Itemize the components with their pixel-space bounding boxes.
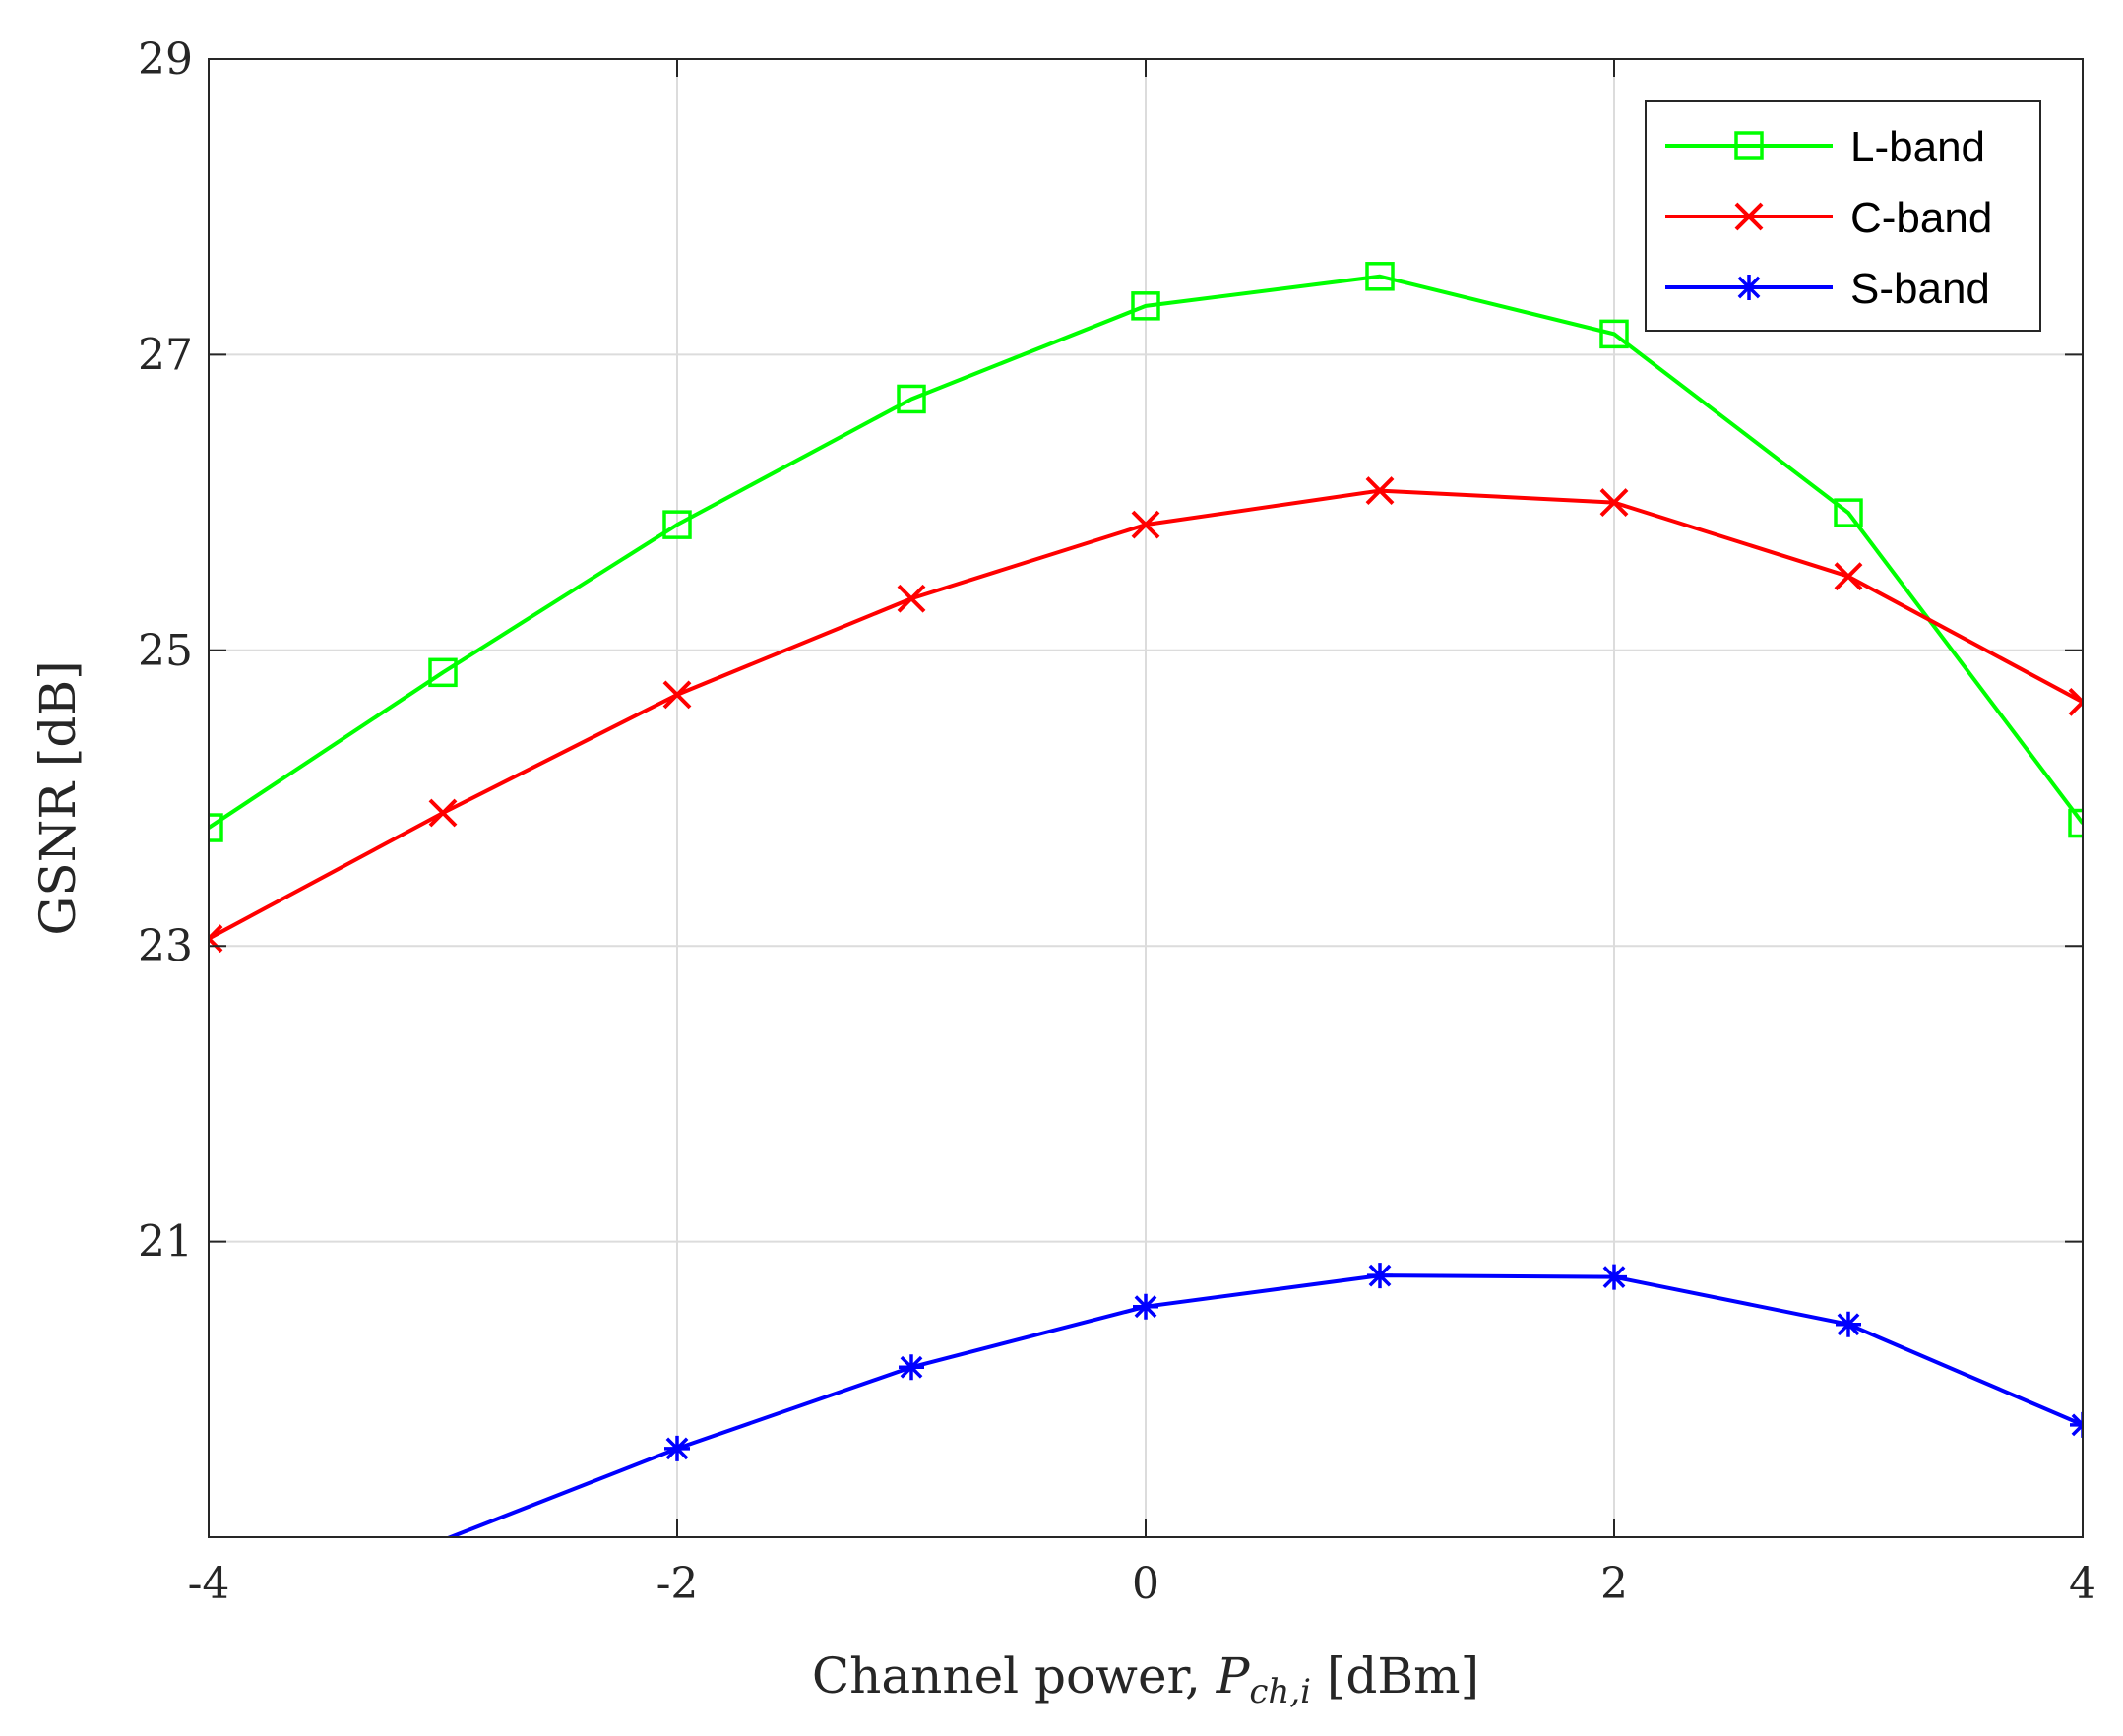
data-point-l-band: [1365, 262, 1395, 291]
tick-marks: [208, 58, 2084, 1537]
data-point-c-band: [1599, 488, 1629, 518]
legend: L-band C-band S-band: [1645, 100, 2041, 332]
data-point-l-band: [662, 510, 692, 539]
legend-label-c-band: C-band: [1850, 194, 1992, 242]
data-point-s-band: [1133, 1293, 1158, 1320]
y-tick-label: 23: [138, 921, 193, 971]
data-point-s-band: [1836, 1311, 1861, 1337]
data-point-l-band: [428, 657, 458, 688]
data-point-s-band: [899, 1354, 924, 1381]
data-point-l-band: [1834, 498, 1863, 527]
data-point-c-band: [2068, 687, 2083, 716]
legend-label-l-band: L-band: [1850, 123, 1985, 171]
y-tick-label: 27: [138, 330, 193, 380]
series-layer: [209, 262, 2083, 1537]
data-point-s-band: [1367, 1263, 1393, 1289]
x-tick-label: 4: [2069, 1559, 2096, 1609]
data-point-c-band: [1834, 562, 1863, 591]
legend-entry-s-band: S-band: [1665, 265, 1990, 313]
data-point-c-band: [897, 584, 926, 613]
x-tick-label: 2: [1600, 1559, 1628, 1609]
series-c-band: [209, 476, 2083, 954]
x-axis-label-unit: [dBm]: [1311, 1647, 1479, 1705]
data-point-c-band: [428, 798, 458, 828]
legend-marker-s-band: [1736, 275, 1762, 300]
series-s-band: [445, 1263, 2083, 1537]
data-point-l-band: [1131, 291, 1160, 321]
data-point-l-band: [897, 384, 926, 414]
tick-labels: -4 -2 0 2 4 21 23 25 27 29: [138, 34, 2096, 1609]
y-axis-label: GSNR [dB]: [30, 660, 87, 935]
data-point-c-band: [1365, 476, 1395, 505]
data-point-s-band: [664, 1435, 690, 1461]
legend-marker-l-band: [1734, 131, 1764, 160]
data-point-l-band: [1599, 319, 1629, 349]
data-point-s-band: [1601, 1264, 1627, 1290]
data-point-c-band: [1131, 510, 1160, 539]
data-point-l-band: [209, 813, 223, 842]
series-l-band: [209, 262, 2083, 842]
y-tick-label: 25: [138, 626, 193, 676]
x-tick-label: 0: [1132, 1559, 1159, 1609]
x-axis-label-text: Channel power,: [812, 1647, 1217, 1705]
legend-entry-l-band: L-band: [1665, 123, 1985, 171]
x-tick-label: -2: [656, 1559, 699, 1609]
series-line-l-band: [209, 274, 2083, 830]
data-point-l-band: [2068, 808, 2083, 838]
x-axis-label-subscript: ch,i: [1249, 1672, 1311, 1711]
x-tick-label: -4: [188, 1559, 230, 1609]
x-axis-label-symbol: P: [1216, 1647, 1251, 1705]
y-tick-label: 21: [138, 1217, 193, 1268]
data-point-c-band: [209, 924, 223, 954]
y-tick-label: 29: [138, 34, 193, 85]
legend-label-s-band: S-band: [1850, 265, 1990, 313]
legend-marker-c-band: [1734, 202, 1764, 231]
x-axis-label: Channel power, Pch,i [dBm]: [812, 1647, 1479, 1711]
data-point-c-band: [662, 680, 692, 710]
legend-entry-c-band: C-band: [1665, 194, 1992, 242]
